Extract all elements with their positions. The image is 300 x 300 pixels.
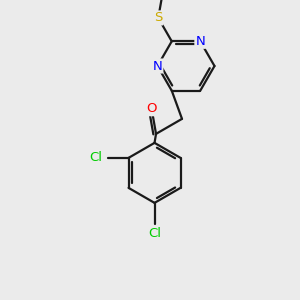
Text: N: N [153,59,162,73]
Text: Cl: Cl [148,227,161,240]
Text: S: S [154,11,162,24]
Text: Cl: Cl [89,152,102,164]
Text: N: N [195,35,205,48]
Text: O: O [147,102,157,115]
